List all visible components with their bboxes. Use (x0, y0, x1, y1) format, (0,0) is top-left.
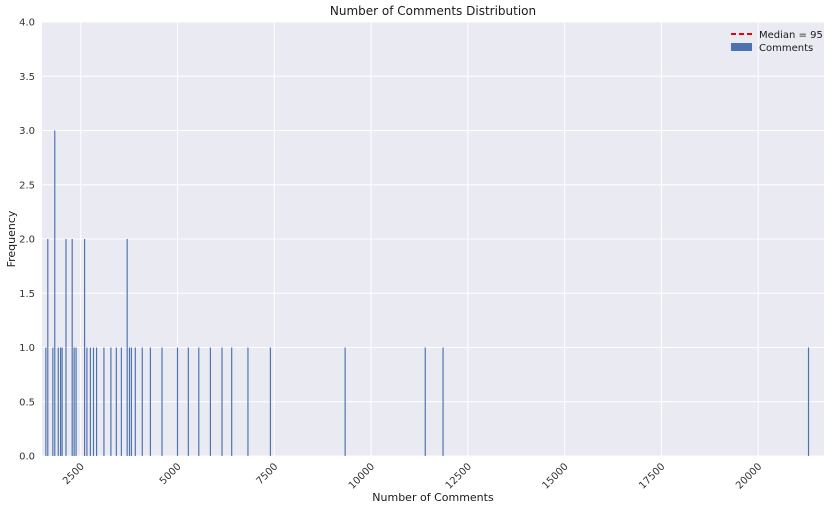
histogram-bar (247, 347, 249, 456)
y-tick-label: 0.5 (19, 397, 35, 408)
histogram-bar (61, 347, 63, 456)
histogram-bar (176, 347, 179, 456)
histogram-bar (130, 347, 133, 456)
y-tick-label: 2.5 (19, 180, 35, 191)
y-tick-label: 2.0 (19, 235, 35, 246)
chart-title: Number of Comments Distribution (330, 4, 536, 18)
legend-comments-swatch (731, 43, 752, 51)
x-tick-label: 10000 (347, 461, 377, 491)
x-axis-label: Number of Comments (372, 491, 494, 504)
histogram-bar (269, 347, 271, 456)
histogram-bar (115, 347, 117, 456)
histogram-bar (89, 347, 91, 456)
legend-comments-label: Comments (759, 43, 813, 54)
histogram-bar (128, 347, 131, 456)
x-tick-label: 2500 (61, 461, 87, 487)
histogram-bar (96, 347, 98, 456)
histogram-bar (65, 239, 67, 456)
x-tick-label: 12500 (444, 461, 474, 491)
histogram-bar (73, 347, 75, 456)
x-tick-labels: 2500 5000 7500 10000 12500 15000 17500 20000 (61, 461, 764, 491)
histogram-bar (120, 347, 122, 456)
histogram-bar (52, 347, 54, 456)
y-tick-label: 3.5 (19, 72, 35, 83)
histogram-bar (126, 239, 128, 456)
histogram-bar (807, 347, 810, 456)
histogram-bar (110, 347, 112, 456)
bars-group (45, 130, 810, 456)
histogram-bar (442, 347, 444, 456)
x-tick-label: 17500 (637, 461, 667, 491)
histogram-bar (47, 239, 49, 456)
legend-median-label: Median = 95 (759, 30, 823, 41)
y-tick-label: 3.0 (19, 126, 35, 137)
histogram-bar (57, 347, 59, 456)
histogram-bar (84, 239, 86, 456)
histogram-bar (221, 347, 223, 456)
y-tick-label: 0.0 (19, 452, 35, 463)
y-tick-label: 4.0 (19, 18, 35, 29)
histogram-bar (103, 347, 105, 456)
histogram-bar (209, 347, 211, 456)
histogram-bar (141, 347, 143, 456)
x-tick-label: 20000 (734, 461, 764, 491)
histogram-bar (149, 347, 151, 456)
histogram-bar (424, 347, 426, 456)
histogram-bar (75, 347, 77, 456)
histogram-bar (45, 347, 47, 456)
histogram-bar (71, 239, 73, 456)
legend: Median = 95 Comments (731, 30, 823, 54)
histogram-bar (92, 347, 95, 456)
y-tick-labels: 0.0 0.5 1.0 1.5 2.0 2.5 3.0 3.5 4.0 (19, 18, 35, 463)
histogram-bar (54, 130, 56, 456)
y-axis-label: Frequency (5, 210, 18, 267)
x-tick-label: 15000 (540, 461, 570, 491)
histogram-bar (161, 347, 163, 456)
histogram-bar (86, 347, 88, 456)
y-tick-label: 1.5 (19, 289, 35, 300)
x-tick-label: 7500 (255, 461, 281, 487)
y-tick-label: 1.0 (19, 343, 35, 354)
histogram-bar (60, 347, 62, 456)
histogram-bar (231, 347, 233, 456)
histogram-bar (187, 347, 189, 456)
histogram-bar (134, 347, 136, 456)
x-tick-label: 5000 (158, 461, 184, 487)
histogram-bar (198, 347, 200, 456)
histogram-bar (344, 347, 346, 456)
